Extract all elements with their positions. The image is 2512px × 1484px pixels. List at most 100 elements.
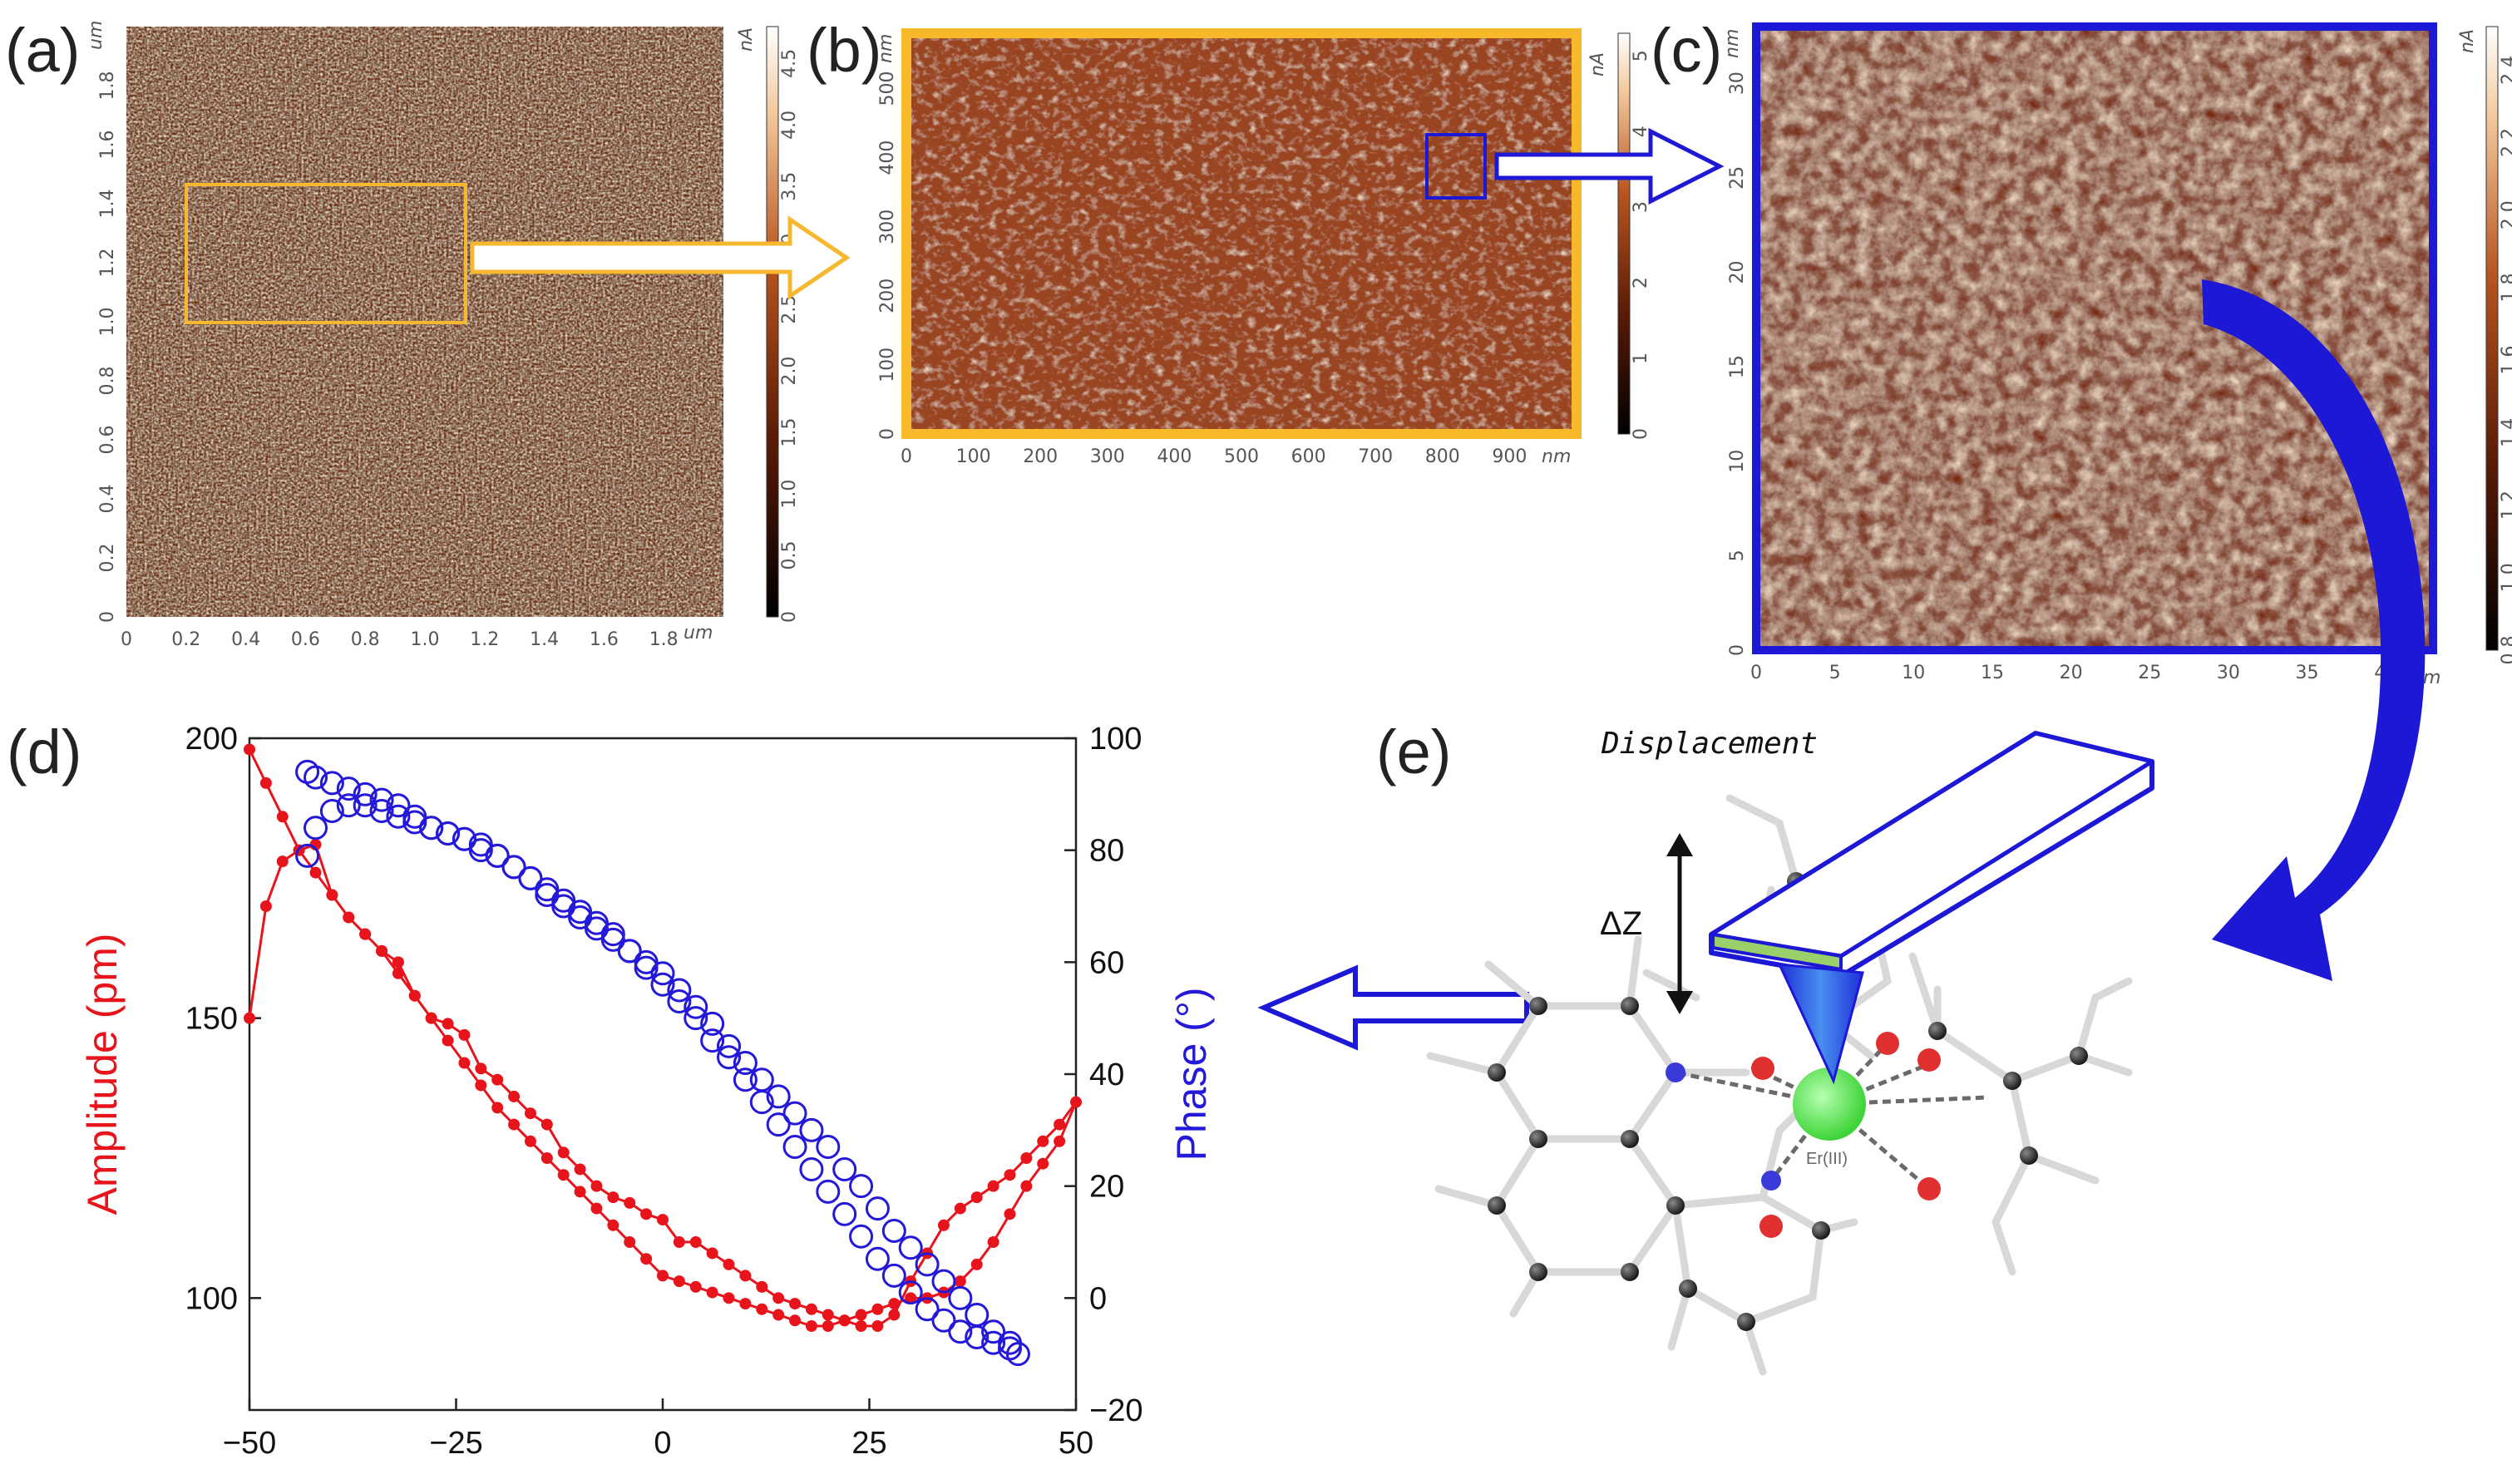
panel-d: (d) −50 −25 0 25 50100150200−20020406080100 … <box>7 717 1215 1461</box>
colorbar-c <box>2485 26 2499 651</box>
phase-point <box>881 1263 906 1288</box>
amplitude-point <box>524 1107 536 1120</box>
amplitude-point <box>739 1270 752 1282</box>
phase-point <box>667 978 692 1003</box>
amplitude-point <box>458 1057 471 1069</box>
y-tick-label: 1.8 <box>97 71 118 101</box>
y-tick-label: 1.0 <box>97 308 118 337</box>
phase-point <box>898 1280 923 1305</box>
oxygen-atom <box>1751 1057 1774 1080</box>
y-tick-label: 30 <box>1727 71 1748 95</box>
amplitude-point <box>491 1073 504 1086</box>
colorbar-tick-label: 1 <box>1631 353 1651 364</box>
amplitude-point <box>789 1314 802 1327</box>
amplitude-point <box>557 1169 570 1181</box>
amplitude-point <box>392 956 404 969</box>
colorbar-b-unit: nA <box>1587 52 1608 76</box>
phase-point <box>468 838 493 863</box>
x-tick-label: −25 <box>429 1426 482 1461</box>
oxygen-atom <box>1759 1215 1783 1238</box>
afm-image-c <box>1756 27 2433 650</box>
curved-arrow-c-e <box>2202 279 2426 981</box>
amplitude-point <box>805 1320 817 1332</box>
colorbar-tick-label: 1.4 <box>2499 418 2512 447</box>
panel-a-label: (a) <box>5 16 80 85</box>
phase-point <box>915 1252 940 1277</box>
amplitude-line <box>248 748 1078 1328</box>
y-tick-label: 400 <box>877 141 898 175</box>
phase-point <box>782 1135 807 1160</box>
colorbar-tick-label: 3.5 <box>779 172 800 201</box>
amplitude-point <box>772 1309 785 1321</box>
amplitude-point <box>540 1118 553 1131</box>
x-tick-label: 1.0 <box>411 629 440 650</box>
phase-point <box>650 972 675 997</box>
x-tick-label: 0 <box>654 1426 671 1461</box>
phase-point <box>501 855 526 880</box>
amplitude-point <box>1054 1135 1066 1147</box>
panel-b: (b) 0 100 200 300 400 500 0 100 200 300 400 500 600… <box>807 16 1651 467</box>
amplitude-point <box>1070 1096 1082 1108</box>
phase-point <box>799 1156 824 1181</box>
colorbar-tick-label: 4.5 <box>779 49 800 78</box>
amplitude-point <box>805 1303 817 1315</box>
right-axis-label: Phase (°) <box>1168 988 1215 1161</box>
x-tick-label: 0.2 <box>171 629 200 650</box>
colorbar-tick-label: 1.5 <box>779 418 800 447</box>
amplitude-point <box>673 1236 685 1248</box>
colorbar-a-unit: nA <box>736 27 757 52</box>
amplitude-point <box>376 944 388 957</box>
x-tick-label: 0 <box>901 446 912 467</box>
amplitude-point <box>244 743 255 756</box>
y-unit-b: nm <box>876 34 896 63</box>
phase-point <box>865 1246 890 1271</box>
amplitude-point <box>1054 1118 1066 1131</box>
phase-point <box>319 799 344 824</box>
phase-point <box>733 1067 758 1092</box>
amplitude-point <box>706 1286 718 1299</box>
colorbar-tick-label: 1.0 <box>2499 563 2512 592</box>
phase-point <box>402 810 427 835</box>
x-tick-label: 0 <box>121 629 132 650</box>
amplitude-point <box>756 1280 768 1293</box>
colorbar-tick-label: 1.2 <box>2499 491 2512 520</box>
amplitude-point <box>673 1275 685 1288</box>
amplitude-point <box>458 1028 471 1041</box>
phase-point <box>948 1319 973 1344</box>
y-tick-label: 200 <box>877 279 898 313</box>
amplitude-point <box>954 1202 966 1215</box>
displacement-label: Displacement <box>1601 727 1818 761</box>
amplitude-point <box>838 1314 851 1327</box>
x-tick-label: 35 <box>2296 663 2319 683</box>
amplitude-point <box>970 1191 983 1204</box>
x-unit-a: um <box>684 623 713 643</box>
amplitude-point <box>954 1275 966 1288</box>
x-tick-label: 25 <box>2138 663 2161 683</box>
phase-point <box>584 916 609 941</box>
afm-frame-b <box>901 28 1582 439</box>
x-tick-label: 50 <box>1059 1426 1093 1461</box>
zoom-box-a <box>185 183 467 324</box>
amplitude-point <box>657 1214 669 1226</box>
phase-point <box>386 804 411 829</box>
phase-point <box>816 1135 841 1160</box>
amplitude-point <box>657 1270 669 1282</box>
x-tick-label: 15 <box>1981 663 2004 683</box>
amplitude-point <box>640 1208 653 1220</box>
amplitude-point <box>1004 1169 1016 1181</box>
afm-image-b <box>906 33 1577 434</box>
phase-point <box>849 1224 874 1249</box>
amplitude-point <box>475 1079 487 1092</box>
right-tick-label: 0 <box>1089 1281 1107 1316</box>
oxygen-atom <box>1917 1048 1941 1072</box>
oxygen-atom <box>1917 1177 1941 1201</box>
amplitude-point <box>855 1320 867 1332</box>
y-axis-c: 0 5 10 15 20 25 30 <box>1727 71 1748 656</box>
phase-point <box>452 826 476 851</box>
amplitude-point <box>987 1180 999 1192</box>
colorbar-tick-label: 0 <box>779 611 800 623</box>
amplitude-point <box>540 1152 553 1164</box>
amplitude-point <box>607 1191 619 1204</box>
delta-z-arrow: ΔZ <box>1600 833 1693 1014</box>
colorbar-tick-label: 0 <box>1631 428 1651 440</box>
